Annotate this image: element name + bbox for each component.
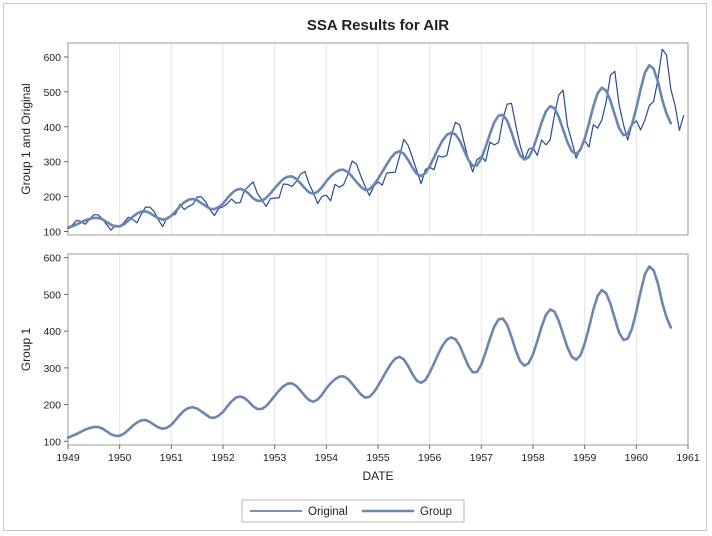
chart-title: SSA Results for AIR — [307, 17, 449, 34]
y-tick-label: 400 — [43, 326, 61, 338]
x-tick-label: 1956 — [418, 452, 442, 464]
x-tick-label: 1954 — [315, 452, 339, 464]
y-tick-label: 200 — [43, 400, 61, 412]
x-tick-label: 1959 — [573, 452, 597, 464]
x-axis-label: DATE — [362, 469, 393, 483]
x-tick-label: 1957 — [470, 452, 494, 464]
legend-box — [241, 499, 465, 523]
x-tick-label: 1958 — [521, 452, 545, 464]
y-tick-label: 100 — [43, 436, 61, 448]
y-tick-label: 400 — [43, 122, 61, 134]
x-axis: 1949 1950 1951 1952 1953 1954 1955 1956 1957 1958… — [56, 445, 700, 464]
y-axis-label: Group 1 and Original — [19, 83, 33, 194]
y-tick-label: 500 — [43, 87, 61, 99]
y-tick-label: 100 — [43, 227, 61, 239]
legend-label-group: Group — [420, 506, 452, 518]
y-tick-label: 600 — [43, 253, 61, 265]
y-tick-label: 300 — [43, 157, 61, 169]
x-tick-label: 1950 — [108, 452, 132, 464]
chart-frame: SSA Results for AIR 100 200 300 400 500 600 Gr… — [3, 3, 707, 531]
y-tick-label: 300 — [43, 363, 61, 375]
x-tick-label: 1951 — [160, 452, 184, 464]
x-tick-label: 1961 — [676, 452, 700, 464]
panel-2: 100 200 300 400 500 600 Group 1 — [19, 253, 689, 448]
x-tick-label: 1952 — [211, 452, 235, 464]
x-tick-label: 1955 — [366, 452, 390, 464]
legend: Original Group — [241, 499, 465, 523]
x-tick-label: 1953 — [263, 452, 287, 464]
plot-area — [67, 42, 689, 236]
ssa-chart: SSA Results for AIR 100 200 300 400 500 600 Gr… — [19, 17, 700, 523]
panel-1: 100 200 300 400 500 600 Group 1 and Original — [19, 42, 689, 239]
x-tick-label: 1960 — [625, 452, 649, 464]
series-group — [66, 265, 673, 440]
legend-label-original: Original — [308, 506, 348, 518]
y-axis-label: Group 1 — [19, 327, 33, 371]
x-tick-label: 1949 — [56, 452, 80, 464]
series-group — [66, 63, 673, 230]
series-original — [67, 48, 685, 231]
y-tick-label: 600 — [43, 52, 61, 64]
y-tick-label: 200 — [43, 192, 61, 204]
y-tick-label: 500 — [43, 289, 61, 301]
